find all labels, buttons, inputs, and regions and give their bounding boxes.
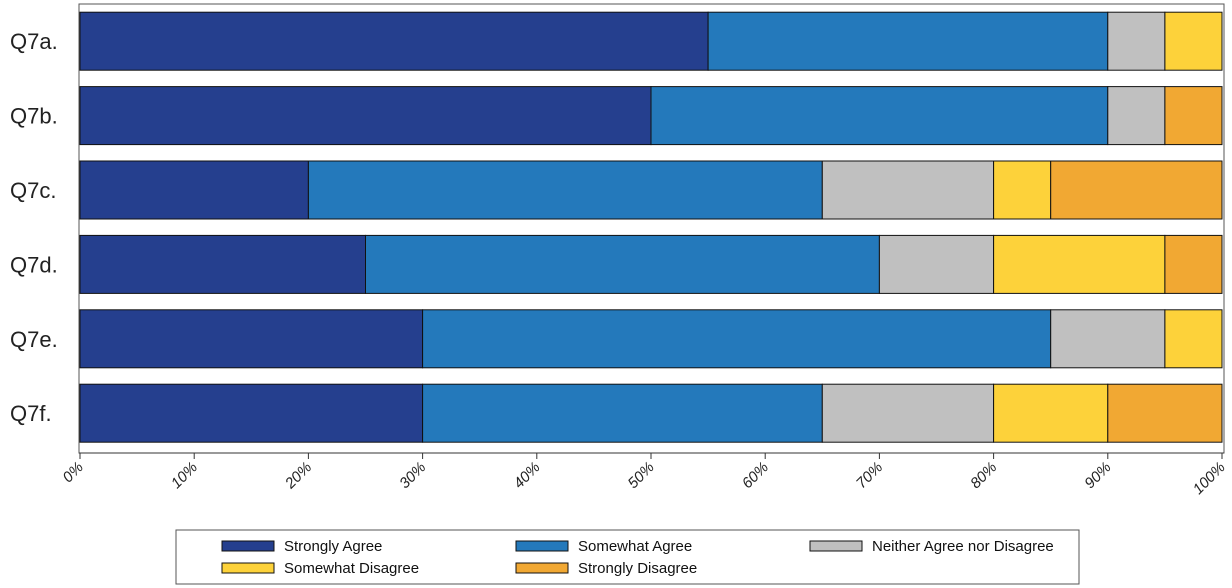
category-label: Q7c.: [10, 178, 56, 203]
bar-segment-q7a-s1: [707, 11, 1109, 71]
legend-label: Strongly Disagree: [578, 560, 697, 577]
legend-swatch: [515, 540, 569, 552]
bar-segment-q7d-s4: [1164, 234, 1223, 294]
x-tick-label: 90%: [1081, 459, 1114, 492]
bar-segment-q7a-s2: [1107, 11, 1166, 71]
x-tick-label: 40%: [510, 459, 543, 492]
bar-segment-q7b-s4: [1164, 86, 1223, 146]
x-tick-label: 70%: [853, 459, 886, 492]
bar-segment-q7e-s2: [1050, 309, 1166, 369]
x-tick-label: 50%: [625, 459, 658, 492]
bar-segment-q7d-s2: [878, 234, 995, 294]
category-label: Q7e.: [10, 327, 58, 352]
bar-segment-q7b-s2: [1107, 86, 1166, 146]
bar-segment-q7a-s3: [1164, 11, 1223, 71]
legend-swatch: [221, 540, 275, 552]
category-label: Q7f.: [10, 401, 52, 426]
bar-segment-q7f-s0: [79, 383, 424, 443]
bar-segment-q7c-s2: [821, 160, 995, 220]
bar-segment-q7c-s3: [993, 160, 1052, 220]
x-tick-label: 20%: [281, 459, 315, 493]
bar-segment-q7f-s1: [422, 383, 823, 443]
bar-segment-q7a-s0: [79, 11, 709, 71]
bar-segment-q7c-s1: [307, 160, 823, 220]
x-tick-label: 10%: [168, 459, 201, 492]
category-label: Q7b.: [10, 104, 58, 129]
legend-swatch: [515, 562, 569, 574]
bar-segment-q7c-s4: [1050, 160, 1223, 220]
x-axis: 0% 10% 20% 30% 40% 50% 60% 70% 80% 90% 100%: [59, 452, 1229, 498]
legend-label: Somewhat Disagree: [284, 560, 419, 577]
bar-segment-q7c-s0: [79, 160, 309, 220]
bar-segment-q7e-s0: [79, 309, 424, 369]
x-tick-label: 60%: [739, 459, 772, 492]
legend-swatch: [221, 562, 275, 574]
bar-segment-q7f-s3: [993, 383, 1109, 443]
x-tick-label: 0%: [59, 459, 86, 486]
legend-label: Somewhat Agree: [578, 538, 692, 555]
legend-frame: [175, 529, 1080, 585]
bar-segment-q7e-s1: [422, 309, 1052, 369]
bar-segment-q7b-s1: [650, 86, 1109, 146]
bar-segment-q7e-s3: [1164, 309, 1223, 369]
bar-segment-q7b-s0: [79, 86, 652, 146]
bars-group: [79, 11, 1223, 443]
category-label: Q7a.: [10, 29, 58, 54]
legend-label: Strongly Agree: [284, 538, 382, 555]
bar-segment-q7f-s2: [821, 383, 995, 443]
legend: Strongly Agree Somewhat Agree Neither Agre…: [175, 529, 1080, 585]
category-label: Q7d.: [10, 252, 58, 277]
bar-segment-q7d-s1: [365, 234, 880, 294]
x-tick-label: 100%: [1190, 459, 1229, 498]
legend-swatch: [809, 540, 863, 552]
bar-segment-q7d-s3: [993, 234, 1166, 294]
bar-segment-q7d-s0: [79, 234, 366, 294]
category-labels: Q7a. Q7b. Q7c. Q7d. Q7e. Q7f.: [10, 29, 58, 426]
x-tick-label: 30%: [396, 459, 429, 492]
legend-label: Neither Agree nor Disagree: [872, 538, 1054, 555]
x-tick-label: 80%: [967, 459, 1000, 492]
bar-segment-q7f-s4: [1107, 383, 1223, 443]
